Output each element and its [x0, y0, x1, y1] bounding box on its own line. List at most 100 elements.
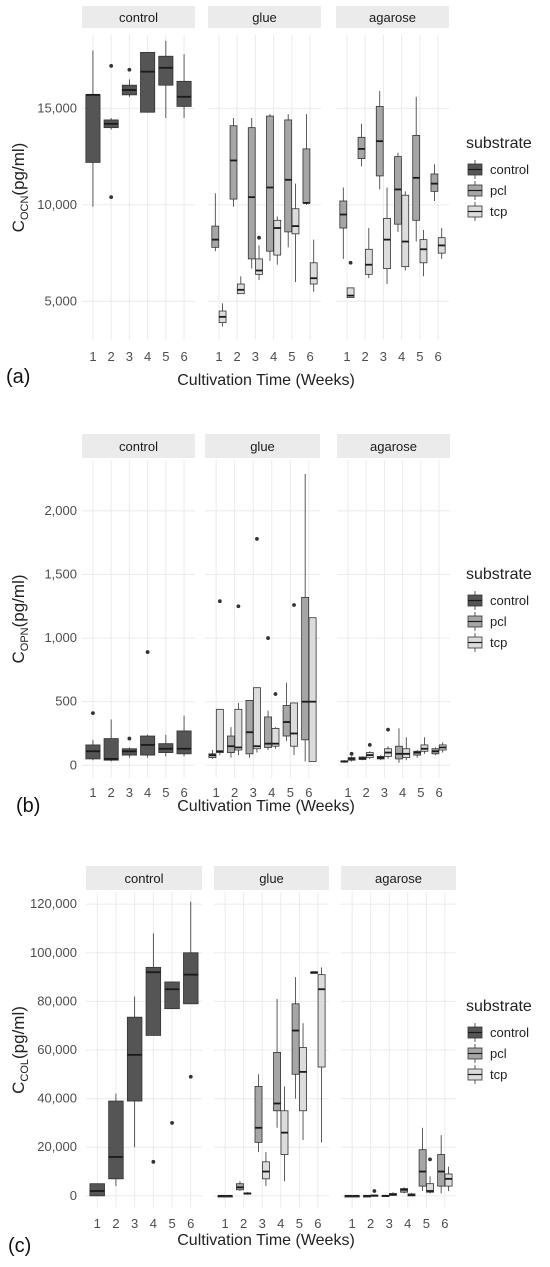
x-axis-title: Cultivation Time (Weeks) [177, 798, 355, 815]
y-axis-title-sub: COL [19, 1059, 31, 1082]
legend-key-pcl: pcl [467, 181, 507, 200]
box-tcp-week-4 [402, 737, 411, 761]
box-iqr [245, 700, 254, 755]
box-tcp-week-6 [444, 1166, 453, 1191]
y-axis-title-tail: (pg/ml) [9, 143, 28, 196]
box-tcp-week-1 [346, 260, 355, 298]
box-iqr [317, 974, 326, 1068]
box-outlier [292, 603, 296, 607]
box-pcl-week-1 [211, 193, 220, 252]
facet-agarose: agarose 1 2 3 4 5 6 [341, 866, 456, 1231]
y-axis-title-main: C [9, 651, 28, 663]
x-tick-label: 6 [435, 785, 442, 800]
y-axis-title-main: C [9, 1082, 28, 1094]
legend-key-tcp: tcp [467, 1065, 507, 1084]
box-control-week-6 [183, 901, 199, 1079]
x-tick-label: 3 [259, 1216, 266, 1231]
legend-title: substrate [466, 998, 532, 1015]
legend-key-control: control [467, 591, 529, 610]
facet-glue: glue 1 2 3 4 5 6 [214, 866, 329, 1231]
box-iqr [419, 239, 428, 264]
x-axis-title: Cultivation Time (Weeks) [177, 372, 355, 389]
box-pcl-week-4 [394, 152, 402, 232]
x-tick-label: 3 [252, 349, 259, 364]
x-tick-label: 3 [131, 1216, 138, 1231]
facet-strip-label: agarose [370, 439, 417, 454]
x-tick-label: 5 [162, 349, 169, 364]
box-pcl-week-1 [340, 760, 349, 763]
y-axis-title-sub: OCN [19, 196, 31, 221]
facet-strip-label: control [119, 439, 158, 454]
x-tick-label: 4 [404, 1216, 411, 1231]
x-tick-label: 5 [168, 1216, 175, 1231]
box-tcp-week-3 [253, 536, 261, 753]
x-tick-label: 2 [231, 785, 238, 800]
facet-strip-label: glue [250, 439, 275, 454]
box-outlier [255, 536, 259, 541]
facet-agarose: agarose 1 2 3 4 5 6 [336, 6, 449, 364]
box-iqr [426, 1183, 434, 1193]
y-axis-title: COPN(pg/ml) [9, 574, 31, 663]
x-tick-label: 1 [89, 349, 96, 364]
x-tick-label: 6 [180, 785, 187, 800]
box-pcl-week-5 [291, 977, 300, 1099]
facet-strip [336, 6, 449, 28]
box-pcl-week-3 [381, 1194, 390, 1197]
box-pcl-week-5 [418, 1127, 427, 1191]
x-tick-label: 2 [108, 785, 115, 800]
x-tick-label: 5 [423, 1216, 430, 1231]
legend-title: substrate [466, 566, 532, 583]
box-iqr [227, 735, 235, 753]
box-control-week-1 [89, 1183, 105, 1197]
box-iqr [383, 217, 391, 269]
box-iqr [394, 156, 402, 225]
x-tick-label: 5 [287, 785, 294, 800]
x-tick-label: 5 [288, 349, 295, 364]
box-pcl-week-1 [344, 1194, 353, 1198]
box-pcl-week-2 [363, 1194, 371, 1198]
box-iqr [176, 730, 192, 755]
facet-control: control 1 2 3 4 5 6 [82, 434, 195, 800]
x-tick-label: 1 [89, 785, 96, 800]
box-tcp-week-2 [236, 276, 245, 295]
y-axis-title-main: C [9, 220, 28, 232]
y-axis-title-sub: OPN [19, 627, 31, 651]
box-tcp-week-1 [224, 1194, 233, 1198]
box-iqr [266, 115, 274, 252]
box-pcl-week-5 [412, 96, 421, 242]
box-tcp-week-4 [273, 216, 282, 265]
x-axis-title: Cultivation Time (Weeks) [177, 1232, 355, 1249]
x-tick-label: 4 [270, 349, 277, 364]
facet-strip-label: glue [259, 871, 284, 886]
box-pcl-week-3 [247, 118, 256, 269]
facet-glue: glue 1 2 3 4 5 6 [205, 434, 320, 800]
box-tcp-week-5 [419, 229, 428, 277]
box-outlier [349, 751, 354, 756]
legend: substrate control pcl tcp [466, 135, 532, 221]
box-iqr [145, 966, 162, 1036]
box-pcl-week-4 [264, 636, 272, 751]
box-iqr [273, 219, 282, 256]
x-tick-label: 4 [277, 1216, 284, 1231]
facet-control: control 1 2 3 4 5 6 [82, 6, 195, 364]
box-tcp-week-6 [438, 742, 447, 753]
x-tick-label: 5 [416, 349, 423, 364]
x-tick-label: 1 [343, 349, 350, 364]
x-tick-label: 6 [306, 349, 313, 364]
x-tick-label: 4 [399, 785, 406, 800]
box-iqr [255, 258, 263, 275]
facet-strip-label: control [124, 871, 163, 886]
box-iqr [215, 708, 224, 753]
box-tcp-week-1 [215, 599, 224, 756]
panel-label: (c) [8, 1235, 31, 1257]
box-pcl-week-4 [395, 728, 403, 763]
box-tcp-week-3 [255, 235, 263, 281]
box-outlier [145, 650, 150, 654]
legend: substrate control pcl tcp [466, 998, 532, 1084]
x-tick-label: 3 [380, 349, 387, 364]
box-pcl-week-5 [282, 682, 291, 742]
y-tick-label: 5,000 [44, 293, 77, 308]
box-pcl-week-1 [217, 1194, 226, 1198]
box-outlier [257, 235, 261, 240]
